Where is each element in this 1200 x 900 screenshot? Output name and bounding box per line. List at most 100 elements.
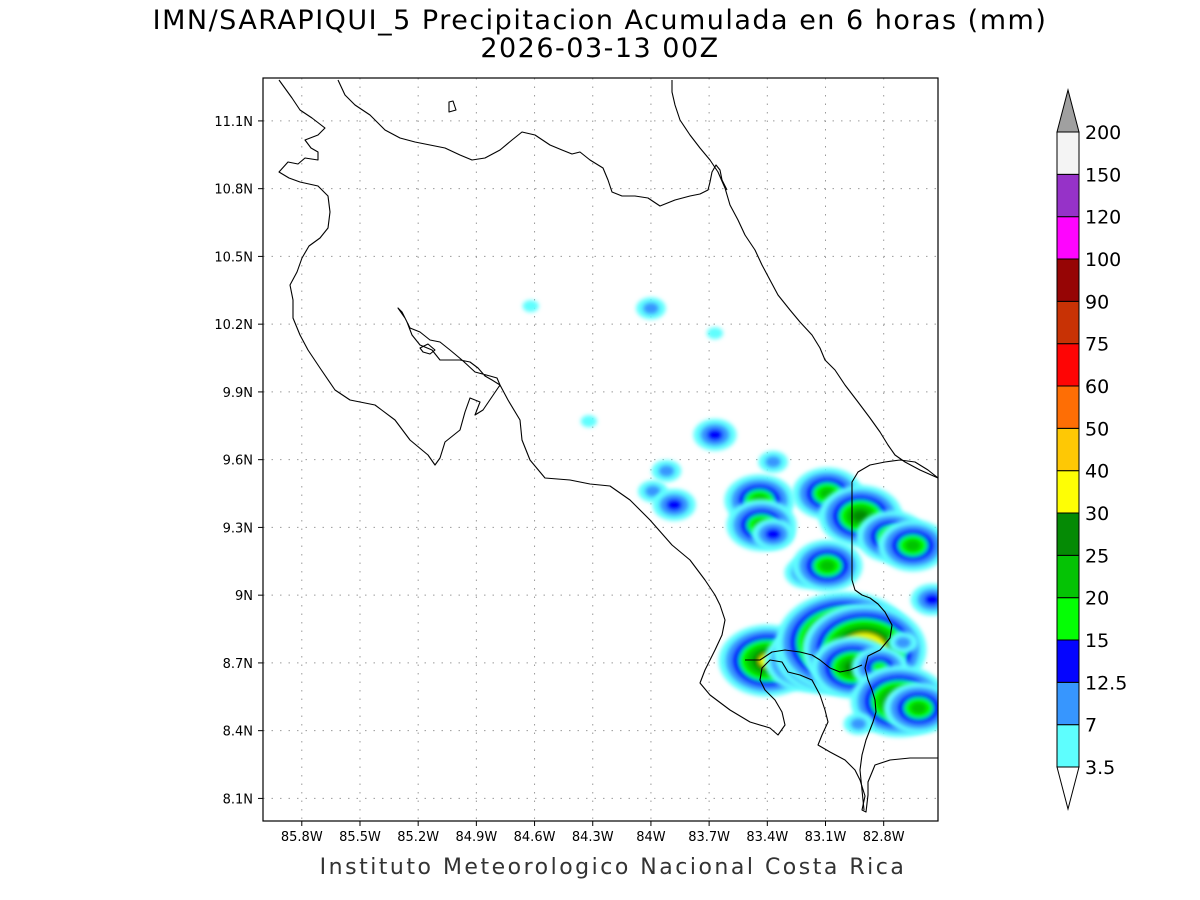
precip-contour bbox=[706, 428, 724, 441]
precip-cell bbox=[651, 459, 682, 482]
colorbar-label: 50 bbox=[1085, 418, 1109, 440]
y-tick-label: 9.6N bbox=[223, 454, 253, 469]
precip-contour bbox=[910, 702, 927, 715]
colorbar-label: 15 bbox=[1085, 630, 1109, 652]
colorbar-label: 20 bbox=[1085, 588, 1109, 610]
colorbar-bin bbox=[1056, 131, 1080, 175]
colorbar-bin bbox=[1056, 216, 1080, 260]
colorbar-label: 100 bbox=[1085, 249, 1121, 271]
colorbar-bin bbox=[1056, 300, 1080, 345]
precip-contour bbox=[706, 327, 724, 340]
coastline-layer bbox=[278, 79, 938, 813]
pacific-coastline bbox=[278, 79, 938, 813]
precip-contour bbox=[924, 593, 938, 606]
y-tick-label: 11.1N bbox=[214, 115, 253, 130]
precip-contour bbox=[819, 559, 836, 572]
precip-contour bbox=[642, 302, 660, 315]
precip-contour bbox=[904, 539, 921, 552]
colorbar-label: 60 bbox=[1085, 376, 1109, 398]
precip-contour bbox=[580, 415, 597, 428]
x-tick-label: 84W bbox=[636, 830, 666, 845]
precip-cell bbox=[792, 539, 863, 592]
precip-cell bbox=[910, 583, 938, 616]
colorbar: 3.5 7 12.5 15 20 25 30 40 50 60 75 90 100 120 150 200 bbox=[1056, 88, 1127, 811]
colorbar-label: 30 bbox=[1085, 503, 1109, 525]
x-tick-label: 85.8W bbox=[281, 830, 323, 845]
colorbar-bin bbox=[1056, 639, 1080, 683]
colorbar-bin bbox=[1056, 258, 1080, 302]
x-tick-label: 84.3W bbox=[572, 830, 614, 845]
y-tick-label: 9N bbox=[235, 589, 253, 604]
colorbar-label: 150 bbox=[1085, 164, 1121, 186]
precip-cell bbox=[792, 467, 863, 520]
colorbar-bin bbox=[1056, 343, 1080, 387]
y-axis-ticks: 11.1N 10.8N 10.5N 10.2N 9.9N 9.6N 9.3N 9N 8.7N 8.… bbox=[214, 115, 263, 807]
y-tick-label: 10.5N bbox=[214, 250, 253, 265]
precip-cell bbox=[580, 415, 597, 428]
colorbar-label: 90 bbox=[1085, 291, 1109, 313]
colorbar-bin bbox=[1056, 512, 1080, 556]
precip-cell bbox=[636, 297, 666, 320]
y-tick-label: 10.2N bbox=[214, 318, 253, 333]
colorbar-bin bbox=[1056, 554, 1080, 599]
footer-credit: Instituto Meteorologico Nacional Costa R… bbox=[319, 855, 907, 880]
plot-frame bbox=[262, 77, 939, 822]
y-tick-label: 8.4N bbox=[223, 725, 253, 740]
x-axis-ticks: 85.8W 85.5W 85.2W 84.9W 84.6W 84.3W 84W 83.7W 83… bbox=[281, 821, 905, 845]
colorbar-bin bbox=[1056, 427, 1080, 472]
precip-contour bbox=[765, 455, 782, 468]
island-2 bbox=[419, 343, 436, 355]
colorbar-bin bbox=[1056, 470, 1080, 514]
nicaragua-border bbox=[337, 79, 728, 207]
map-date: 2026-03-13 00Z bbox=[480, 33, 720, 64]
precip-contour bbox=[666, 498, 683, 511]
precip-cell bbox=[693, 418, 737, 451]
precip-cell bbox=[843, 712, 874, 735]
precip-cell bbox=[758, 450, 788, 473]
precip-contour bbox=[850, 717, 867, 730]
colorbar-label: 75 bbox=[1085, 334, 1109, 356]
colorbar-bin bbox=[1056, 681, 1080, 726]
colorbar-label: 12.5 bbox=[1085, 672, 1127, 694]
y-tick-label: 8.7N bbox=[223, 657, 253, 672]
colorbar-over-arrow bbox=[1056, 88, 1080, 133]
colorbar-label: 200 bbox=[1085, 122, 1121, 144]
x-tick-label: 85.5W bbox=[339, 830, 381, 845]
x-tick-label: 83.4W bbox=[746, 830, 788, 845]
map-title: IMN/SARAPIQUI_5 Precipitacion Acumulada … bbox=[152, 5, 1048, 36]
x-tick-label: 84.6W bbox=[514, 830, 556, 845]
y-tick-label: 10.8N bbox=[214, 183, 253, 198]
map-grid bbox=[263, 78, 938, 821]
colorbar-bin bbox=[1056, 597, 1080, 641]
precip-contour bbox=[894, 636, 912, 649]
precip-contour bbox=[644, 485, 661, 498]
x-tick-label: 84.9W bbox=[455, 830, 497, 845]
colorbar-bin bbox=[1056, 385, 1080, 429]
precipitation-field bbox=[522, 297, 938, 738]
colorbar-label: 25 bbox=[1085, 545, 1109, 567]
x-tick-label: 83.7W bbox=[688, 830, 730, 845]
colorbar-bin bbox=[1056, 724, 1080, 768]
colorbar-bin bbox=[1056, 173, 1080, 218]
precip-cell bbox=[888, 631, 918, 654]
x-tick-label: 83.1W bbox=[805, 830, 847, 845]
colorbar-under-arrow bbox=[1056, 766, 1080, 811]
y-tick-label: 8.1N bbox=[223, 792, 253, 807]
nicoya-bay bbox=[745, 649, 863, 673]
precip-cell bbox=[751, 518, 795, 551]
caribbean-coastline bbox=[671, 80, 938, 479]
colorbar-label: 40 bbox=[1085, 461, 1109, 483]
y-tick-label: 9.9N bbox=[223, 386, 253, 401]
precip-cell bbox=[522, 300, 539, 313]
precip-contour bbox=[852, 510, 869, 523]
colorbar-label: 3.5 bbox=[1085, 757, 1115, 779]
x-tick-label: 85.2W bbox=[397, 830, 439, 845]
panama-border bbox=[851, 459, 938, 811]
precip-cell bbox=[877, 519, 938, 572]
precip-cell bbox=[652, 488, 696, 521]
x-tick-label: 82.8W bbox=[863, 830, 905, 845]
y-tick-label: 9.3N bbox=[223, 521, 253, 536]
precip-contour bbox=[765, 528, 782, 541]
island-1 bbox=[448, 100, 457, 113]
